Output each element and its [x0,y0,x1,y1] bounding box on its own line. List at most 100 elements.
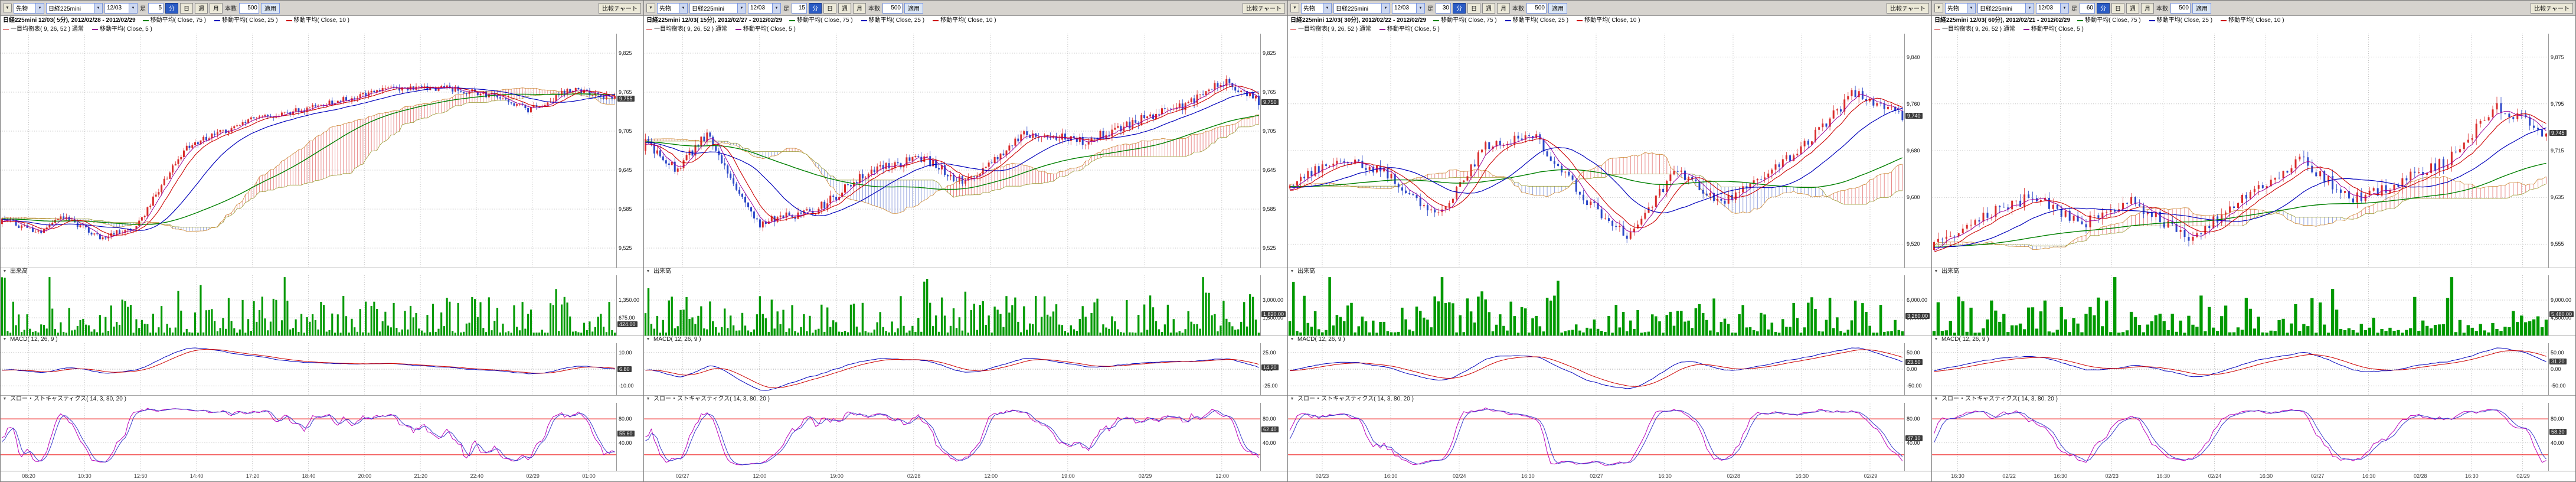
macd-chart[interactable] [644,343,1260,395]
weekly-bars-button[interactable]: 週 [838,2,851,14]
macd-tick-label: -50.00 [2551,383,2566,389]
collapse-section-icon[interactable]: ▼ [1290,269,1294,273]
chart-title: 日経225mini 12/03( 60分), 2012/02/21 - 2012… [1934,17,2071,24]
chart-legend: 日経225mini 12/03( 5分), 2012/02/28 - 2012/… [1,16,643,34]
apply-button[interactable]: 適用 [2192,2,2211,14]
monthly-bars-button[interactable]: 月 [853,2,866,14]
daily-bars-button[interactable]: 日 [2111,2,2124,14]
monthly-bars-button[interactable]: 月 [1497,2,1510,14]
macd-chart[interactable] [1,343,616,395]
stochastics-chart[interactable] [1288,403,1904,471]
stochastics-chart[interactable] [1,403,616,471]
weekly-bars-button[interactable]: 週 [1482,2,1495,14]
instrument-type-select[interactable]: 先物 ▼ [14,2,44,14]
contract-month-select[interactable]: 12/03 ▼ [2036,2,2069,14]
contract-month-select[interactable]: 12/03 ▼ [1392,2,1425,14]
macd-badge: 31.20 [2549,359,2567,365]
monthly-bars-button[interactable]: 月 [2141,2,2154,14]
collapse-section-icon[interactable]: ▼ [2,337,7,341]
collapse-section-icon[interactable]: ▼ [2,269,7,273]
minute-bars-button[interactable]: 分 [165,2,178,14]
timeframe-minutes-input[interactable] [1436,2,1451,14]
minute-bars-button[interactable]: 分 [1453,2,1466,14]
timeframe-minutes-input[interactable] [2080,2,2095,14]
compare-chart-button[interactable]: 比較チャート [2531,2,2573,14]
volume-chart[interactable] [644,275,1260,336]
collapse-section-icon[interactable]: ▼ [1934,269,1938,273]
stochastics-axis: 80.00 40.00 55.60 [617,403,643,471]
bar-count-input[interactable] [1526,2,1547,14]
contract-month-select[interactable]: 12/03 ▼ [748,2,781,14]
collapse-section-icon[interactable]: ▼ [646,397,650,401]
candlestick-chart[interactable] [1,34,616,268]
daily-bars-button[interactable]: 日 [823,2,836,14]
legend-item-label: 移動平均( Close, 25 ) [868,17,925,24]
window-menu-icon[interactable]: ▼ [3,4,12,12]
weekly-bars-button[interactable]: 週 [2126,2,2139,14]
window-menu-icon[interactable]: ▼ [646,4,655,12]
price-tick-label: 9,765 [619,89,632,95]
timeframe-minutes-input[interactable] [792,2,807,14]
stochastics-badge: 47.10 [1905,435,1923,442]
stochastics-chart[interactable] [1932,403,2548,471]
collapse-section-icon[interactable]: ▼ [646,269,650,273]
compare-chart-button[interactable]: 比較チャート [1887,2,1929,14]
daily-bars-button[interactable]: 日 [180,2,193,14]
volume-chart[interactable] [1288,275,1904,336]
compare-chart-button[interactable]: 比較チャート [1243,2,1285,14]
instrument-select[interactable]: 日経225mini ▼ [689,2,746,14]
volume-tick-label: 4,500.00 [2551,315,2572,321]
macd-axis: 50.00 0.00 -50.00 23.50 [1905,343,1931,395]
candlestick-chart[interactable] [644,34,1260,268]
chart-window: ▼ 先物 ▼ 日経225mini ▼ 12/03 ▼ 足 分 日 週 月 本数 … [0,0,644,482]
window-menu-icon[interactable]: ▼ [1934,4,1943,12]
macd-label: MACD( 12, 26, 9 ) [1297,336,1345,343]
instrument-type-select[interactable]: 先物 ▼ [1945,2,1976,14]
bar-count-label: 本数 [2156,6,2168,12]
daily-bars-button[interactable]: 日 [1467,2,1480,14]
volume-chart[interactable] [1932,275,2548,336]
collapse-section-icon[interactable]: ▼ [2,397,7,401]
candlestick-chart[interactable] [1932,34,2548,268]
chevron-down-icon: ▼ [1416,3,1424,13]
contract-month-select[interactable]: 12/03 ▼ [104,2,138,14]
weekly-bars-button[interactable]: 週 [195,2,208,14]
instrument-type-select[interactable]: 先物 ▼ [1301,2,1332,14]
instrument-select[interactable]: 日経225mini ▼ [1977,2,2034,14]
candlestick-chart[interactable] [1288,34,1904,268]
apply-button[interactable]: 適用 [904,2,923,14]
minute-bars-button[interactable]: 分 [2097,2,2110,14]
timeframe-minutes-input[interactable] [148,2,164,14]
instrument-value: 日経225mini [692,6,725,12]
collapse-section-icon[interactable]: ▼ [1290,337,1294,341]
bar-count-input[interactable] [239,2,259,14]
apply-button[interactable]: 適用 [261,2,280,14]
stochastics-tick-label: 40.00 [1907,439,1920,446]
bar-count-input[interactable] [882,2,903,14]
chevron-down-icon: ▼ [94,3,102,13]
time-label: 02/28 [907,473,921,479]
monthly-bars-button[interactable]: 月 [210,2,223,14]
stochastics-tick-label: 40.00 [619,439,632,446]
macd-chart[interactable] [1932,343,2548,395]
chart-toolbar: ▼ 先物 ▼ 日経225mini ▼ 12/03 ▼ 足 分 日 週 月 本数 … [1932,1,2575,16]
window-menu-icon[interactable]: ▼ [1290,4,1299,12]
volume-chart[interactable] [1,275,616,336]
compare-chart-button[interactable]: 比較チャート [599,2,641,14]
instrument-select[interactable]: 日経225mini ▼ [1333,2,1390,14]
bar-count-input[interactable] [2170,2,2191,14]
collapse-section-icon[interactable]: ▼ [646,337,650,341]
time-axis-labels: 08:20 10:30 12:50 14:40 17:20 18:40 20:00 21:20… [1,471,617,481]
macd-chart[interactable] [1288,343,1904,395]
minute-bars-button[interactable]: 分 [809,2,822,14]
chart-title: 日経225mini 12/03( 30分), 2012/02/22 - 2012… [1290,17,1427,24]
collapse-section-icon[interactable]: ▼ [1934,337,1938,341]
instrument-select[interactable]: 日経225mini ▼ [46,2,103,14]
collapse-section-icon[interactable]: ▼ [1934,397,1938,401]
legend-item: 移動平均( Close, 25 ) [2149,17,2212,25]
instrument-type-select[interactable]: 先物 ▼ [657,2,688,14]
stochastics-chart[interactable] [644,403,1260,471]
stochastics-chart-section: 80.00 40.00 55.60 [1,403,643,471]
apply-button[interactable]: 適用 [1548,2,1567,14]
collapse-section-icon[interactable]: ▼ [1290,397,1294,401]
